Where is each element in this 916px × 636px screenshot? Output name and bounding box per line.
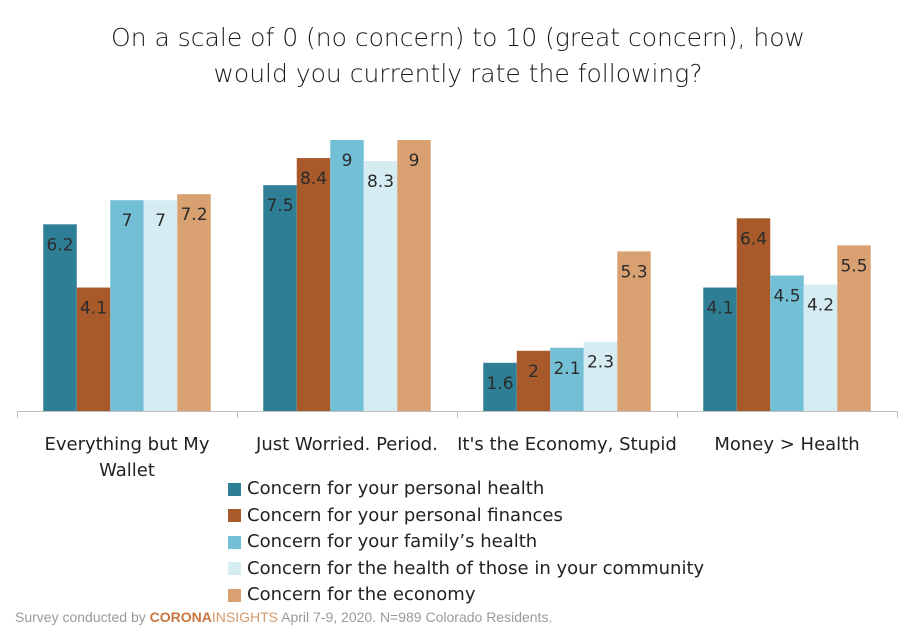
brand-insights: INSIGHTS: [211, 609, 278, 625]
data-label: 7.5: [266, 196, 293, 216]
category-label: Wallet: [99, 460, 155, 481]
bar: [837, 245, 871, 411]
data-label: 5.3: [620, 262, 647, 282]
bar: [76, 287, 111, 411]
legend-label: Concern for the health of those in your …: [247, 557, 705, 579]
bar: [363, 161, 398, 411]
bar: [177, 194, 211, 411]
legend-swatch: [228, 482, 241, 496]
legend-label: Concern for your personal finances: [247, 504, 563, 526]
bar: [296, 158, 331, 411]
bar: [583, 341, 618, 411]
legend-swatch: [228, 509, 241, 523]
data-label: 6.4: [740, 229, 767, 249]
legend-item: Concern for your family’s health: [228, 529, 704, 556]
bar: [516, 350, 551, 411]
category-label: It's the Economy, Stupid: [457, 434, 677, 455]
bar: [550, 347, 584, 411]
legend-item: Concern for your personal health: [228, 476, 704, 503]
chart-legend: Concern for your personal health Concern …: [228, 476, 704, 609]
data-label: 5.5: [840, 256, 867, 276]
legend-item: Concern for the economy: [228, 582, 704, 609]
bar: [703, 287, 737, 411]
bar: [770, 275, 804, 411]
footer-suffix: April 7-9, 2020. N=989 Colorado Resident…: [278, 609, 553, 625]
data-label: 7.2: [180, 205, 207, 225]
data-label: 2: [528, 362, 539, 382]
data-label: 1.6: [486, 374, 513, 394]
bar: [110, 200, 144, 411]
data-label: 6.2: [46, 235, 73, 255]
chart-title: On a scale of 0 (no concern) to 10 (grea…: [0, 20, 916, 92]
category-label: Everything but My: [45, 434, 210, 455]
bar: [143, 200, 178, 411]
bar: [736, 218, 771, 411]
survey-footer: Survey conducted by CORONAINSIGHTS April…: [15, 609, 552, 625]
legend-label: Concern for your personal health: [247, 478, 545, 499]
bar: [397, 140, 431, 411]
data-label: 9: [409, 151, 420, 171]
legend-item: Concern for your personal finances: [228, 503, 704, 530]
data-label: 8.3: [367, 172, 394, 192]
brand-corona: CORONA: [149, 609, 212, 625]
bar: [803, 284, 838, 411]
legend-item: Concern for the health of those in your …: [228, 556, 704, 583]
data-label: 2.3: [587, 353, 614, 373]
legend-swatch: [228, 535, 241, 549]
data-label: 4.2: [807, 296, 834, 316]
bar: [617, 251, 651, 411]
category-label: Just Worried. Period.: [255, 434, 438, 455]
bar: [263, 185, 297, 411]
chart-title-line-2: would you currently rate the following?: [213, 59, 703, 88]
data-label: 9: [342, 151, 353, 171]
chart-title-line-1: On a scale of 0 (no concern) to 10 (grea…: [111, 23, 805, 52]
category-label: Money > Health: [714, 434, 859, 455]
footer-prefix: Survey conducted by: [15, 609, 150, 625]
data-label: 8.4: [300, 169, 327, 189]
legend-label: Concern for the economy: [247, 584, 476, 605]
bar: [43, 224, 77, 411]
data-label: 4.1: [706, 299, 733, 319]
data-label: 7: [155, 211, 166, 231]
bar: [330, 140, 364, 411]
data-label: 4.1: [80, 299, 107, 319]
bar: [483, 362, 517, 411]
legend-swatch: [228, 588, 241, 602]
data-label: 4.5: [773, 287, 800, 307]
data-label: 7: [122, 211, 133, 231]
legend-label: Concern for your family’s health: [247, 531, 538, 552]
legend-swatch: [228, 562, 241, 576]
data-label: 2.1: [553, 359, 580, 379]
